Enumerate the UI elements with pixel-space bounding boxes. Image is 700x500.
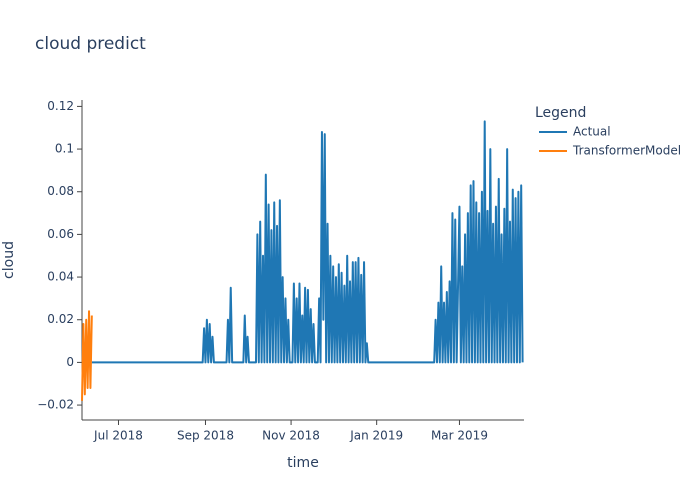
y-tick-label: 0.04 — [47, 270, 74, 284]
chart-title: cloud predict — [35, 34, 146, 54]
x-tick-label: Mar 2019 — [431, 429, 488, 443]
data-line — [81, 310, 93, 401]
y-tick-label: 0.06 — [47, 227, 74, 241]
data-line — [91, 120, 524, 364]
y-tick-label: 0.02 — [47, 312, 74, 326]
legend-title: Legend — [535, 105, 586, 121]
y-axis-title: cloud — [1, 241, 17, 279]
y-tick-label: −0.02 — [37, 398, 74, 412]
y-tick-label: 0.08 — [47, 184, 74, 198]
x-axis-title: time — [287, 455, 319, 471]
y-tick-label: 0.1 — [55, 142, 74, 156]
y-tick-label: 0 — [66, 355, 74, 369]
x-tick-label: Nov 2018 — [262, 429, 320, 443]
legend-label: TransformerModel — [572, 144, 681, 158]
y-tick-label: 0.12 — [47, 99, 74, 113]
x-tick-label: Sep 2018 — [177, 429, 234, 443]
x-tick-label: Jan 2019 — [349, 429, 403, 443]
x-tick-label: Jul 2018 — [93, 429, 143, 443]
legend-label: Actual — [573, 125, 611, 139]
